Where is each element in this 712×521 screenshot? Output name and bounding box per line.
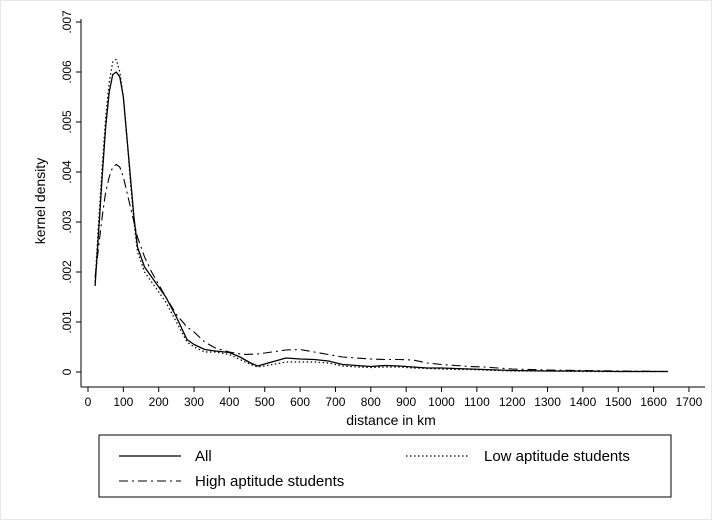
y-tick-label: .004 [60,160,74,184]
legend-label: High aptitude students [195,473,344,490]
legend: All Low aptitude students High aptitude st… [98,434,672,498]
x-tick-label: 900 [396,395,416,409]
x-tick-label: 200 [149,395,169,409]
x-tick-label: 300 [184,395,204,409]
y-tick-label: 0 [60,368,74,375]
x-tick-label: 1200 [499,395,526,409]
axes: 0 100 200 300 400 500 600 700 800 900 1000 1100 1200… [60,10,705,409]
y-tick-label: .002 [60,260,74,284]
x-tick-label: 1100 [464,395,490,409]
x-tick-label: 500 [255,395,275,409]
x-tick-label: 1400 [570,395,597,409]
y-tick-label: .007 [60,10,74,34]
legend-label: All [195,448,212,465]
x-tick-label: 1300 [534,395,561,409]
legend-box [98,434,672,498]
y-tick-label: .003 [60,210,74,234]
y-axis-title: kernel density [32,158,48,244]
y-tick-label: .001 [60,310,74,334]
x-tick-label: 700 [325,395,345,409]
x-tick-label: 1000 [428,395,455,409]
plot-background [81,19,705,381]
y-tick-label: .005 [60,110,74,134]
x-tick-label: 400 [219,395,239,409]
x-tick-label: 100 [113,395,133,409]
legend-label: Low aptitude students [484,448,630,465]
x-tick-label: 800 [361,395,381,409]
x-axis-title: distance in km [346,412,435,428]
x-tick-label: 0 [85,395,92,409]
x-tick-label: 1500 [605,395,632,409]
series-layer [94,58,668,373]
series-line-dashdot [94,163,668,373]
series-line-dotted [94,58,668,373]
series-line-solid [94,71,668,373]
x-tick-label: 600 [290,395,310,409]
x-tick-label: 1700 [676,395,703,409]
y-tick-label: .006 [60,60,74,84]
x-tick-label: 1600 [640,395,667,409]
